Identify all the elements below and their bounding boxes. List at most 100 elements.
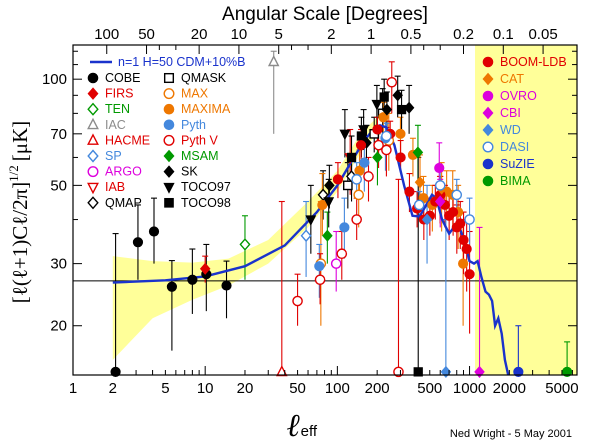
boom-ldb-point [404,186,415,197]
dasi-point [351,174,362,185]
maxima-point [317,199,328,211]
toco98-point [346,152,357,163]
y-tick-label: 50 [50,177,67,194]
legend-cobe-marker [87,72,99,84]
axes: 1 2 5 10 20 50 100 200 500 1000 2000 50002030507010… [42,26,579,397]
x-tick-label: 1 [69,380,77,397]
boom-ldb-point [355,140,367,151]
suzie-point [513,366,524,377]
legend-msam-marker [163,149,175,163]
legend-argo-label: ARGO [105,165,142,179]
sk-point [381,103,393,116]
toco97-point [358,125,370,136]
cobe-point [110,366,121,377]
legend-qmask-marker [163,72,175,84]
boom-ldb-point [455,218,466,229]
cosmic-variance-band-high-l [475,45,577,375]
legend-ten-marker [87,102,99,116]
legend-toco98-label: TOCO98 [181,196,231,210]
top-tick-label: 2 [327,26,335,43]
boom-ldb-point [332,174,344,185]
iac-point [267,54,280,67]
sp-point [300,229,312,243]
legend-pyth-v-label: Pyth V [181,133,218,147]
legend-firs-label: FIRS [105,87,133,101]
x-tick-label: 500 [417,380,442,397]
top-tick-label: 0.2 [453,26,474,43]
legend-maxima-label: MAXIMA [181,102,231,116]
cosmic-variance-band [112,45,577,375]
x-tick-label: 5 [161,380,169,397]
cobe-point [132,237,144,248]
cobe-point [166,281,177,292]
toco97-point [371,99,383,111]
top-tick-label: 1 [367,26,375,43]
argo-point [330,258,342,269]
x-axis-label-subscript: eff [301,423,318,440]
max-point [353,189,364,201]
top-tick-label: 5 [275,26,283,43]
legend-toco97-label: TOCO97 [181,180,231,194]
x-axis-label-main: ℓ [287,407,301,443]
legend-suzie-marker [482,158,494,170]
legend-msam-label: MSAM [181,149,219,163]
legend-wd-label: WD [500,123,521,137]
cat-point [414,176,426,189]
legend-argo-marker [87,166,99,178]
legend-sk-label: SK [181,165,198,179]
dasi-point [381,130,392,142]
legend-firs-marker [87,87,99,100]
cobe-point [187,274,198,285]
legend-pyth-label: Pyth [181,118,206,132]
y-tick-label: 100 [42,71,67,88]
legend-model-label: n=1 H=50 CDM+10%B [118,55,246,69]
boom-ldb-point [458,234,469,246]
pyth-v-point [314,274,326,286]
pyth-v-point [386,76,398,88]
legend-iac-marker [87,117,99,130]
wd-point [421,213,433,226]
legend-max-marker [163,88,175,100]
pyth-v-point [351,214,362,225]
toco97-point [305,215,317,226]
maxima-point [354,165,365,176]
legend-pyth-marker [163,119,175,131]
dasi-point [413,199,425,211]
pyth-v-point [373,139,384,151]
legend-ovro-label: OVRO [500,89,537,103]
legend-qmap-label: QMAP [105,196,142,210]
dasi-point [434,180,446,191]
legend-ten-label: TEN [105,102,130,116]
credit-text: Ned Wright - 5 May 2001 [450,428,572,440]
legend-boom-ldb-marker [482,56,494,68]
legend-qmask-label: QMASK [181,71,227,85]
legend-wd-marker [482,123,494,137]
legend-max-label: MAX [181,87,209,101]
top-tick-label: 0.05 [528,26,557,43]
legend-toco97-marker [163,182,175,194]
cobe-point [148,226,160,237]
toco98-point [356,131,367,141]
legend-cat-label: CAT [500,72,524,86]
x-tick-label: 50 [289,380,306,397]
top-tick-label: 0.5 [400,26,421,43]
x-tick-label: 20 [237,380,254,397]
x-tick-label: 1000 [453,380,486,397]
top-tick-label: 20 [191,26,208,43]
x-tick-label: 2000 [493,380,526,397]
pyth-v-point [292,295,303,307]
msam-point [322,229,333,242]
legend-iab-label: IAB [105,180,125,194]
boom-ldb-point [372,124,383,135]
cbi-point [434,195,446,208]
chart-title: Angular Scale [Degrees] [222,4,428,25]
x-tick-label: 2 [109,380,117,397]
legend-toco98-marker [164,197,174,208]
boom-ldb-point [464,269,475,280]
top-tick-label: 0.1 [493,26,514,43]
boom-ldb-point [461,243,472,255]
legend-iab-marker [87,182,99,195]
legend-dasi-label: DASI [500,140,529,154]
toco98-point [396,104,407,115]
